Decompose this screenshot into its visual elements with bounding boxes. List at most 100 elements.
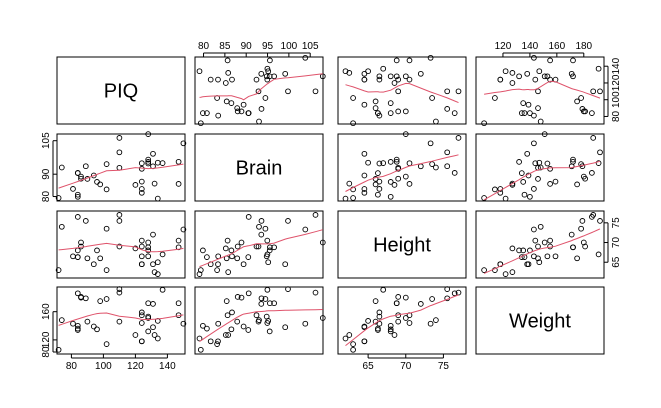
data-point [145,239,152,246]
data-point [258,301,265,307]
data-point [116,218,123,224]
data-point [375,325,381,332]
data-point [527,110,533,116]
data-point [361,189,368,196]
data-point [547,165,553,172]
data-point [282,261,289,268]
data-point [234,255,241,262]
data-point [223,98,230,105]
data-point [372,298,379,304]
panel-frame [194,133,324,202]
data-point [82,295,89,302]
data-point [234,243,241,250]
panel-frame [56,210,186,279]
data-point [365,159,371,166]
data-point [84,255,91,262]
data-point [145,247,152,254]
data-point [245,327,252,333]
data-point [427,320,434,327]
data-point [570,156,576,163]
data-point [258,218,265,224]
data-point [55,267,62,273]
data-point [481,267,487,273]
matrix-panels: PIQ Brain Height Weight [55,54,605,355]
data-point [224,57,231,64]
data-point [222,245,229,252]
tick-label-height: 65 [611,256,622,268]
tick-label-weight: 180 [575,41,592,52]
data-point [595,65,602,72]
data-point [215,338,221,345]
panel-weight-vs-height [337,286,467,355]
data-point [520,247,527,254]
data-point [180,320,187,327]
data-point [544,73,551,80]
data-point [214,341,220,347]
data-point [391,80,398,86]
tick-label-piq: 120 [611,74,622,91]
data-point [521,191,528,198]
data-point [541,131,548,137]
data-point [376,320,383,327]
data-point [531,140,537,147]
data-point [350,95,356,101]
lowess-smoother-line [345,154,459,192]
data-point [264,286,271,293]
tick-label-brain: 90 [241,41,253,52]
variable-label-piq: PIQ [104,81,138,103]
data-point [350,195,356,201]
data-point [215,112,222,119]
data-point [375,170,381,176]
data-point [222,80,229,86]
data-point [361,186,368,192]
diagonal-panel-piq: PIQ [56,56,186,125]
data-point [238,294,245,301]
data-point [90,261,97,268]
data-point [116,135,123,141]
data-point [516,247,522,254]
data-point [387,193,394,200]
data-point [451,290,458,297]
data-point [223,298,230,304]
data-point [302,54,309,61]
data-point [207,338,214,345]
data-point [262,225,269,232]
tick-label-height: 70 [611,237,622,249]
data-point [253,76,260,83]
data-point [94,247,100,254]
data-point [74,193,81,200]
data-point [481,120,487,127]
data-point [574,98,580,105]
data-point [253,312,260,319]
data-point [532,237,539,244]
data-point [74,191,81,198]
diagonal-panel-height: Height [337,210,467,279]
data-point [234,318,241,325]
data-point [547,181,553,187]
data-point [197,267,204,273]
data-point [175,237,182,244]
data-point [319,315,326,321]
lowess-smoother-line [58,312,184,326]
data-point [429,296,435,302]
tick-label-weight: 120 [41,331,52,348]
tick-label-brain: 80 [198,41,210,52]
data-point [376,112,383,119]
data-point [376,178,383,185]
data-point [103,186,110,193]
data-point [180,140,187,147]
data-point [579,218,586,224]
data-point [380,65,387,72]
data-point [380,286,387,293]
data-point [103,161,110,167]
data-point [372,181,379,188]
data-point [361,323,368,330]
data-point [175,158,182,165]
data-point [597,88,603,95]
data-point [535,176,541,182]
data-point [535,105,541,111]
data-point [518,170,525,176]
data-point [361,338,368,345]
data-point [204,325,210,332]
data-point [240,101,247,108]
